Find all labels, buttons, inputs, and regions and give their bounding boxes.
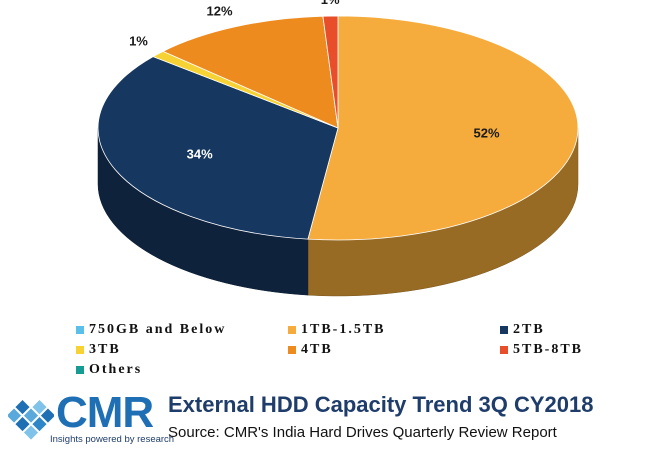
data-label-1tb-1-5tb: 52% (473, 125, 499, 140)
legend-item-others: Others (76, 362, 142, 378)
legend-item-5tb-8tb: 5TB-8TB (500, 342, 583, 358)
legend-swatch (76, 326, 84, 334)
legend-item-750gb: 750GB and Below (76, 322, 226, 338)
cube-cluster-icon (8, 400, 54, 440)
legend-item-3tb: 3TB (76, 342, 121, 358)
legend-label: 750GB and Below (89, 322, 227, 337)
data-label-4tb: 12% (207, 4, 233, 19)
legend-swatch (76, 366, 84, 374)
legend-item-1tb-1-5tb: 1TB-1.5TB (288, 322, 386, 338)
legend-swatch (288, 346, 296, 354)
pie-slice-5tb-8tb (322, 15, 339, 129)
data-label-5tb-8tb: 1% (321, 0, 340, 7)
pie-labels: 52% 34% 1% 12% 1% (129, 0, 500, 162)
pie-slice-2tb (97, 56, 339, 240)
pie-tops (97, 15, 579, 241)
data-label-2tb: 34% (187, 147, 213, 162)
legend-swatch (288, 326, 296, 334)
legend-swatch (76, 346, 84, 354)
legend-label: Others (89, 362, 143, 377)
cmr-logo: CMR Insights powered by research (8, 388, 174, 448)
legend-swatch (500, 346, 508, 354)
legend-item-4tb: 4TB (288, 342, 333, 358)
logo-tagline: Insights powered by research (50, 434, 175, 445)
legend-swatch (500, 326, 508, 334)
pie-slice-1tb-1-5tb (307, 15, 579, 241)
data-label-3tb: 1% (129, 33, 148, 48)
legend-item-2tb: 2TB (500, 322, 545, 338)
legend-label: 1TB-1.5TB (301, 322, 386, 337)
chart-source: Source: CMR's India Hard Drives Quarterl… (168, 424, 557, 441)
legend-label: 4TB (301, 342, 333, 357)
logo-text: CMR (56, 388, 154, 437)
pie-slice-4tb (162, 15, 339, 129)
legend-label: 2TB (513, 322, 545, 337)
pie-chart: 52% 34% 1% 12% 1% (97, 0, 579, 297)
legend-label: 3TB (89, 342, 121, 357)
chart-title: External HDD Capacity Trend 3Q CY2018 (168, 392, 594, 417)
footer: CMR Insights powered by research Externa… (0, 388, 659, 452)
legend-label: 5TB-8TB (513, 342, 584, 357)
